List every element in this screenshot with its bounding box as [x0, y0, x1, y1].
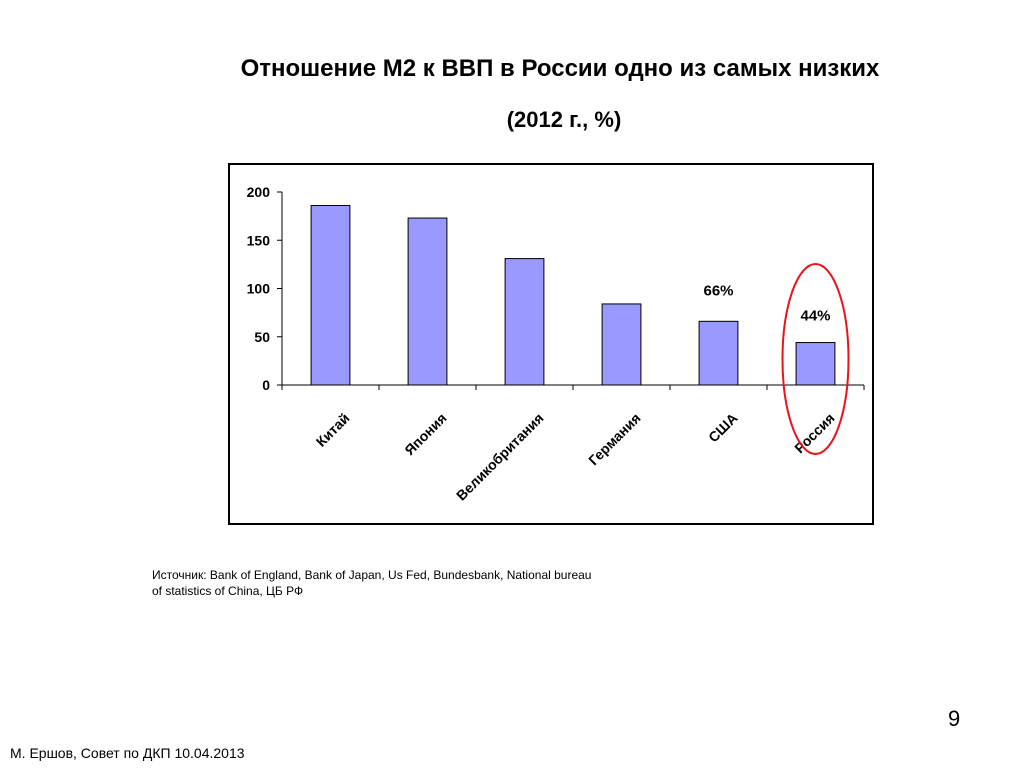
x-tick-label: Германия [585, 410, 643, 468]
y-tick-label: 150 [247, 232, 271, 248]
bar [310, 205, 351, 386]
x-tick-label: Китай [313, 410, 353, 450]
footer-text: М. Ершов, Совет по ДКП 10.04.2013 [10, 745, 245, 761]
x-tick-label: США [705, 410, 741, 446]
bar [504, 258, 545, 386]
bar [795, 342, 836, 386]
bar [698, 320, 739, 386]
data-label: 66% [703, 282, 733, 299]
y-tick-label: 50 [254, 329, 270, 345]
slide-subtitle: (2012 г., %) [506, 107, 622, 132]
x-tick-label: Великобритания [453, 410, 547, 504]
page-number: 9 [948, 706, 961, 731]
bar-chart: 0 50 100 150 200 Китай Япония Великобритания Гер… [247, 184, 865, 504]
bar [407, 217, 448, 386]
data-label: 44% [800, 308, 830, 325]
y-tick-label: 100 [247, 281, 271, 297]
x-tick-label: Япония [401, 410, 449, 458]
bar [601, 303, 642, 386]
y-tick-label: 0 [262, 377, 270, 393]
highlight-ellipse [781, 263, 850, 455]
x-tick-label: Россия [791, 410, 837, 456]
slide-title: Отношение М2 к ВВП в России одно из самы… [240, 55, 880, 82]
chart-frame: 0 50 100 150 200 Китай Япония Великобритания Гер… [228, 163, 874, 525]
y-tick-label: 200 [247, 184, 271, 200]
source-note: Источник: Bank of England, Bank of Japan… [152, 568, 592, 598]
